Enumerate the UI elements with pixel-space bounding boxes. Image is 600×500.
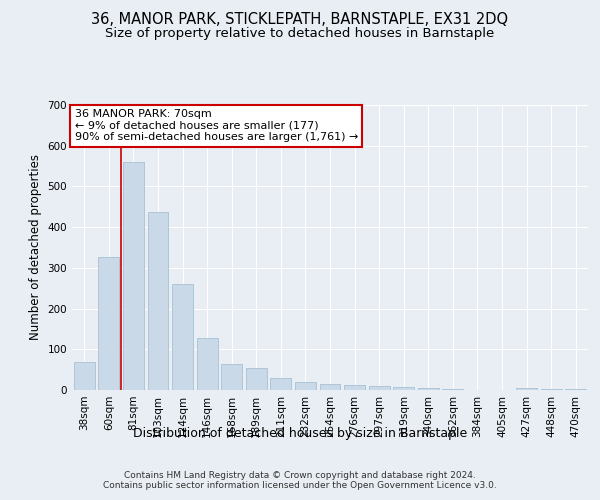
Bar <box>418 388 439 390</box>
Bar <box>565 389 586 390</box>
Bar <box>295 382 316 390</box>
Text: Distribution of detached houses by size in Barnstaple: Distribution of detached houses by size … <box>133 428 467 440</box>
Bar <box>393 387 414 390</box>
Bar <box>197 338 218 390</box>
Bar <box>271 378 292 390</box>
Bar <box>442 389 463 390</box>
Bar <box>148 212 169 390</box>
Y-axis label: Number of detached properties: Number of detached properties <box>29 154 42 340</box>
Text: Size of property relative to detached houses in Barnstaple: Size of property relative to detached ho… <box>106 28 494 40</box>
Bar <box>344 384 365 390</box>
Bar <box>516 388 537 390</box>
Bar <box>98 257 119 390</box>
Bar <box>246 368 267 390</box>
Bar <box>123 162 144 390</box>
Bar <box>74 362 95 390</box>
Text: 36 MANOR PARK: 70sqm
← 9% of detached houses are smaller (177)
90% of semi-detac: 36 MANOR PARK: 70sqm ← 9% of detached ho… <box>74 110 358 142</box>
Bar <box>541 389 562 390</box>
Bar <box>320 384 340 390</box>
Bar <box>172 284 193 390</box>
Text: 36, MANOR PARK, STICKLEPATH, BARNSTAPLE, EX31 2DQ: 36, MANOR PARK, STICKLEPATH, BARNSTAPLE,… <box>91 12 509 28</box>
Text: Contains HM Land Registry data © Crown copyright and database right 2024.
Contai: Contains HM Land Registry data © Crown c… <box>103 470 497 490</box>
Bar <box>368 386 389 390</box>
Bar <box>221 364 242 390</box>
